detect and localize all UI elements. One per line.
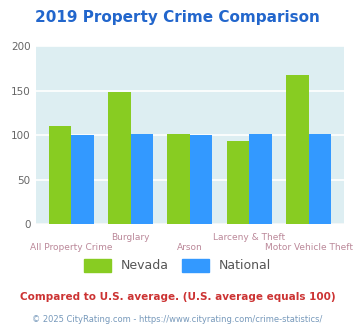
Bar: [71, 135, 94, 224]
Text: Larceny & Theft: Larceny & Theft: [213, 233, 285, 242]
Bar: [190, 135, 213, 224]
Bar: [249, 134, 272, 224]
Text: Arson: Arson: [177, 243, 203, 251]
Bar: [108, 92, 131, 224]
Text: 2019 Property Crime Comparison: 2019 Property Crime Comparison: [35, 10, 320, 25]
Text: Motor Vehicle Theft: Motor Vehicle Theft: [265, 243, 353, 251]
Legend: Nevada, National: Nevada, National: [84, 259, 271, 272]
Bar: [49, 126, 71, 224]
Bar: [309, 134, 331, 224]
Text: Burglary: Burglary: [111, 233, 150, 242]
Bar: [227, 141, 249, 224]
Bar: [286, 75, 309, 224]
Text: © 2025 CityRating.com - https://www.cityrating.com/crime-statistics/: © 2025 CityRating.com - https://www.city…: [32, 315, 323, 324]
Bar: [167, 134, 190, 224]
Bar: [131, 134, 153, 224]
Text: Compared to U.S. average. (U.S. average equals 100): Compared to U.S. average. (U.S. average …: [20, 292, 335, 302]
Text: All Property Crime: All Property Crime: [30, 243, 113, 251]
